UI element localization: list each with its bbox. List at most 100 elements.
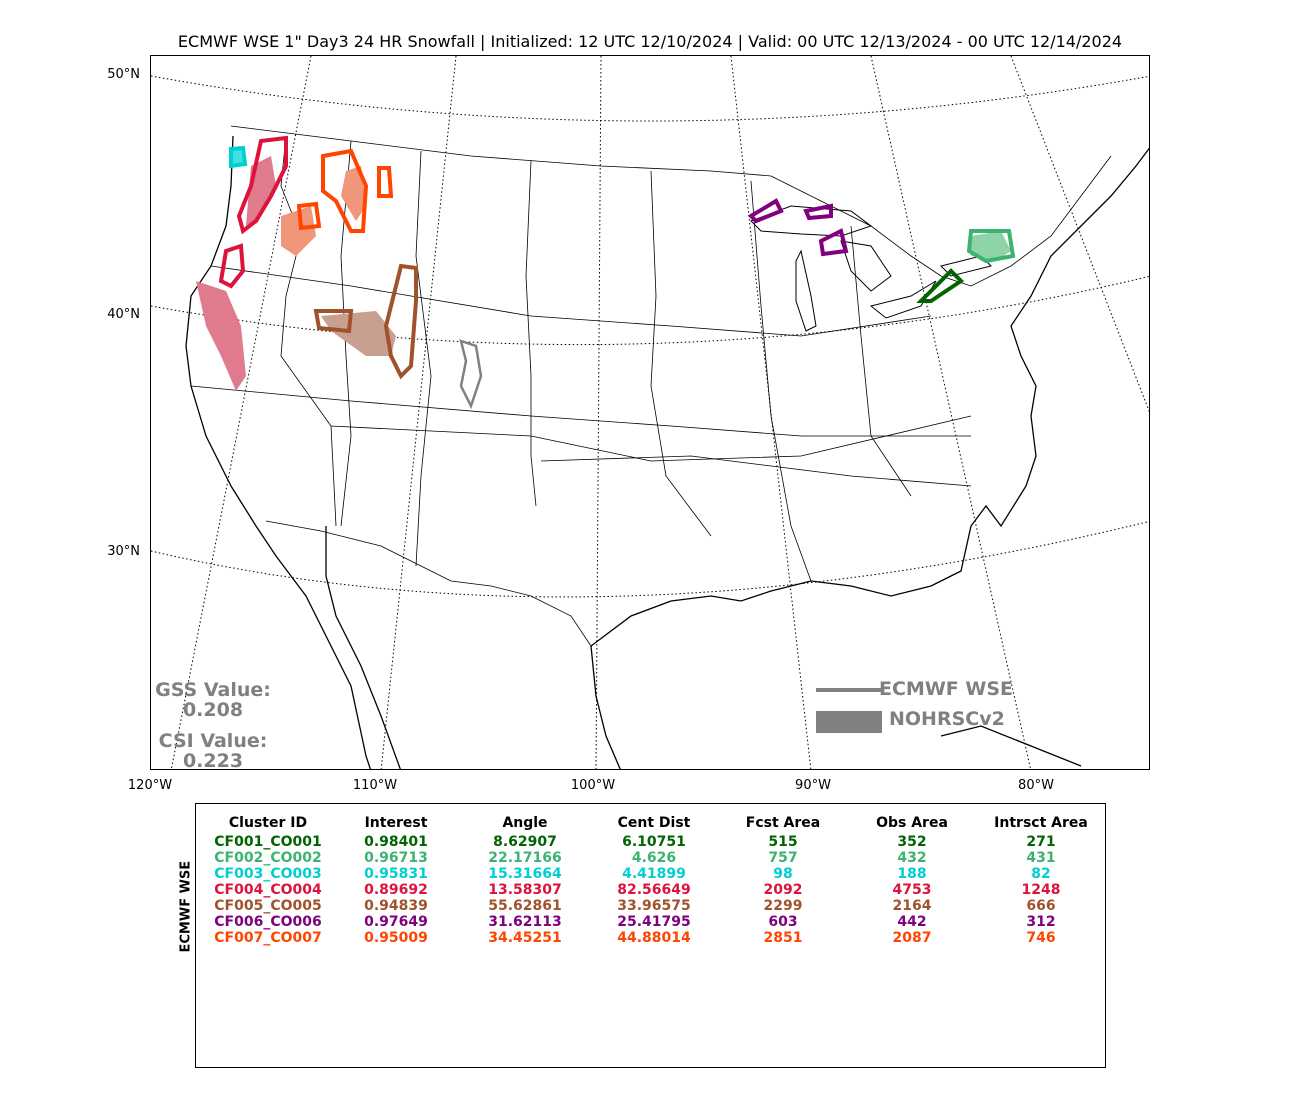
table-cell: 2851 [763, 930, 803, 946]
table-cell: 15.31664 [488, 866, 562, 882]
table-cell: 13.58307 [488, 882, 562, 898]
table-cell: 55.62861 [488, 898, 562, 914]
table-cell: 4.626 [631, 850, 677, 866]
table-cell: CF001_CO001 [214, 834, 322, 850]
meridian-120w [170, 56, 312, 769]
fcst-cluster-cf007 [321, 148, 369, 233]
table-cell: 312 [1026, 914, 1056, 930]
great-lakes [750, 205, 992, 332]
table-cell: 4.41899 [622, 866, 686, 882]
cuba-coast [940, 725, 1082, 767]
table-cell: 25.41795 [617, 914, 691, 930]
obs-cluster-cf005 [321, 311, 396, 356]
table-side-label: ECMWF WSE [178, 860, 194, 953]
table-cell: 4753 [892, 882, 932, 898]
fcst-cluster-cf004-south [218, 243, 246, 289]
coastlines [185, 135, 1149, 769]
parallel-40n [151, 275, 1149, 346]
table-header-cell: Cent Dist [617, 815, 691, 831]
csi-value: 0.223 [182, 750, 244, 772]
fcst-cluster-unmatched [459, 339, 483, 410]
fcst-clusters [218, 135, 1016, 410]
map-canvas [151, 56, 1149, 769]
baja-east [325, 526, 401, 769]
obs-cluster-cf007-west [281, 206, 316, 256]
table-cell: 33.96575 [617, 898, 691, 914]
table-cell: 1248 [1021, 882, 1061, 898]
table-cell: CF002_CO002 [214, 850, 322, 866]
table-cell: 0.94839 [364, 898, 428, 914]
table-cell: 82.56649 [617, 882, 691, 898]
table-header-cell: Obs Area [876, 815, 948, 831]
canada-border-east [770, 155, 1112, 287]
lat-label-30n: 30°N [107, 544, 140, 559]
obs-cluster-cf007-east [341, 166, 366, 221]
fcst-cluster-cf006-mi [818, 228, 849, 257]
table-cell: 666 [1026, 898, 1056, 914]
state-lines-h2 [190, 385, 971, 437]
fcst-cluster-cf007-west [296, 201, 322, 231]
table-cell: 2299 [763, 898, 803, 914]
table-cell: 2164 [892, 898, 932, 914]
map-title: ECMWF WSE 1" Day3 24 HR Snowfall | Initi… [177, 32, 1123, 51]
table-cell: CF006_CO006 [214, 914, 322, 930]
state-lines-h4 [540, 455, 972, 487]
table-cell: 188 [897, 866, 927, 882]
table-cell: 0.89692 [364, 882, 428, 898]
lon-label-110w: 110°W [352, 778, 398, 793]
table-cell: 0.98401 [364, 834, 428, 850]
lat-label-50n: 50°N [107, 67, 140, 82]
lon-label-120w: 120°W [127, 778, 173, 793]
lat-label-40n: 40°N [107, 307, 140, 322]
csi-label: CSI Value: [158, 730, 268, 752]
fcst-cluster-cf007-small [377, 166, 394, 198]
fcst-cluster-cf001 [916, 268, 965, 303]
meridian-80w [870, 56, 1032, 769]
borders [190, 125, 1112, 647]
fcst-cluster-cf006-west [747, 198, 784, 224]
table-cell: 6.10751 [622, 834, 686, 850]
table-cell: 515 [768, 834, 798, 850]
meridian-100w [595, 56, 602, 769]
fcst-cluster-cf002 [966, 229, 1016, 264]
meridian-110w [380, 56, 457, 769]
gss-label: GSS Value: [155, 679, 271, 701]
lon-label-80w: 80°W [1018, 778, 1054, 793]
table-cell: 44.88014 [617, 930, 691, 946]
canada-border [230, 125, 772, 177]
table-cell: 8.62907 [493, 834, 557, 850]
state-lines-central-1 [650, 170, 712, 537]
fcst-cluster-cf005 [383, 263, 418, 380]
state-lines-h1 [210, 265, 932, 337]
mexico-gulf-coast [590, 645, 621, 769]
obs-clusters [196, 149, 1011, 391]
fcst-cluster-cf003 [229, 145, 248, 169]
lake-huron [840, 240, 892, 292]
table-cell: 2087 [892, 930, 932, 946]
map-panel: ECMWF WSE NOHRSCv2 [150, 55, 1150, 770]
table-header-cell: Interest [364, 815, 428, 831]
table-cell: CF005_CO005 [214, 898, 322, 914]
table-cell: 432 [897, 850, 927, 866]
legend-fill-label: NOHRSCv2 [889, 708, 1005, 730]
table-cell: 82 [1031, 866, 1051, 882]
table-cell: 31.62113 [488, 914, 562, 930]
table-cell: CF003_CO003 [214, 866, 322, 882]
state-lines-central-2 [750, 180, 812, 582]
state-lines-west-3 [415, 150, 432, 567]
pacific-coast [185, 135, 372, 769]
table-header-cell: Angle [502, 815, 548, 831]
obs-cluster-cf002 [971, 231, 1011, 261]
table-header-cell: Fcst Area [745, 815, 821, 831]
table-cell: 98 [773, 866, 793, 882]
gulf-atlantic-coast [590, 147, 1149, 647]
table-header-cell: Cluster ID [228, 815, 308, 831]
table-cell: 0.95009 [364, 930, 428, 946]
table-cell: 757 [768, 850, 798, 866]
table-cell: 2092 [763, 882, 803, 898]
parallel-30n [151, 520, 1149, 598]
lon-label-90w: 90°W [795, 778, 831, 793]
table-header-cell: Intrsct Area [994, 815, 1088, 831]
legend-swatches [816, 688, 882, 733]
stats-table [195, 803, 1106, 1068]
